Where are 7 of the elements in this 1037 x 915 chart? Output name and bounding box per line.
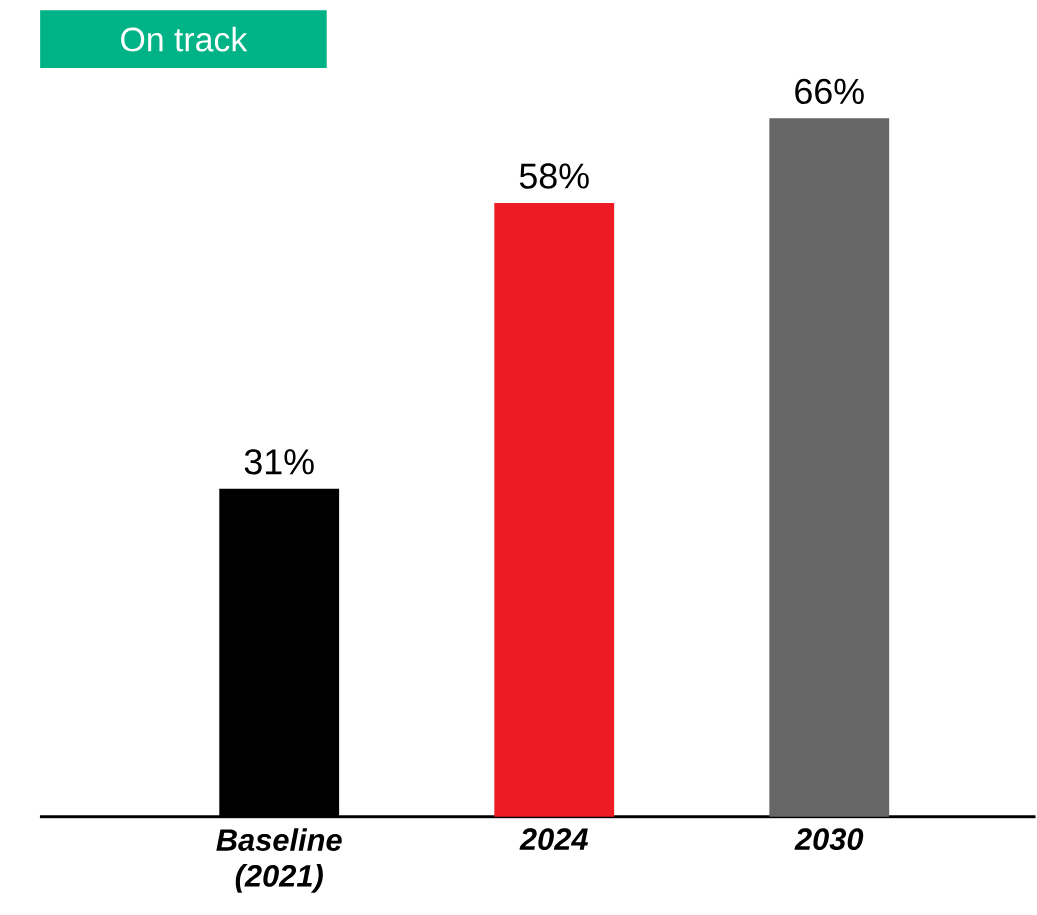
x-tick-label: 2024 (519, 828, 588, 851)
data-label: 66% (795, 78, 864, 105)
x-tick-label: Baseline (2021) (216, 828, 342, 894)
data-label: 31% (244, 449, 314, 475)
data-label: 58% (519, 163, 589, 189)
text: On track (121, 26, 248, 52)
x-tick-label: 2030 (794, 828, 864, 851)
